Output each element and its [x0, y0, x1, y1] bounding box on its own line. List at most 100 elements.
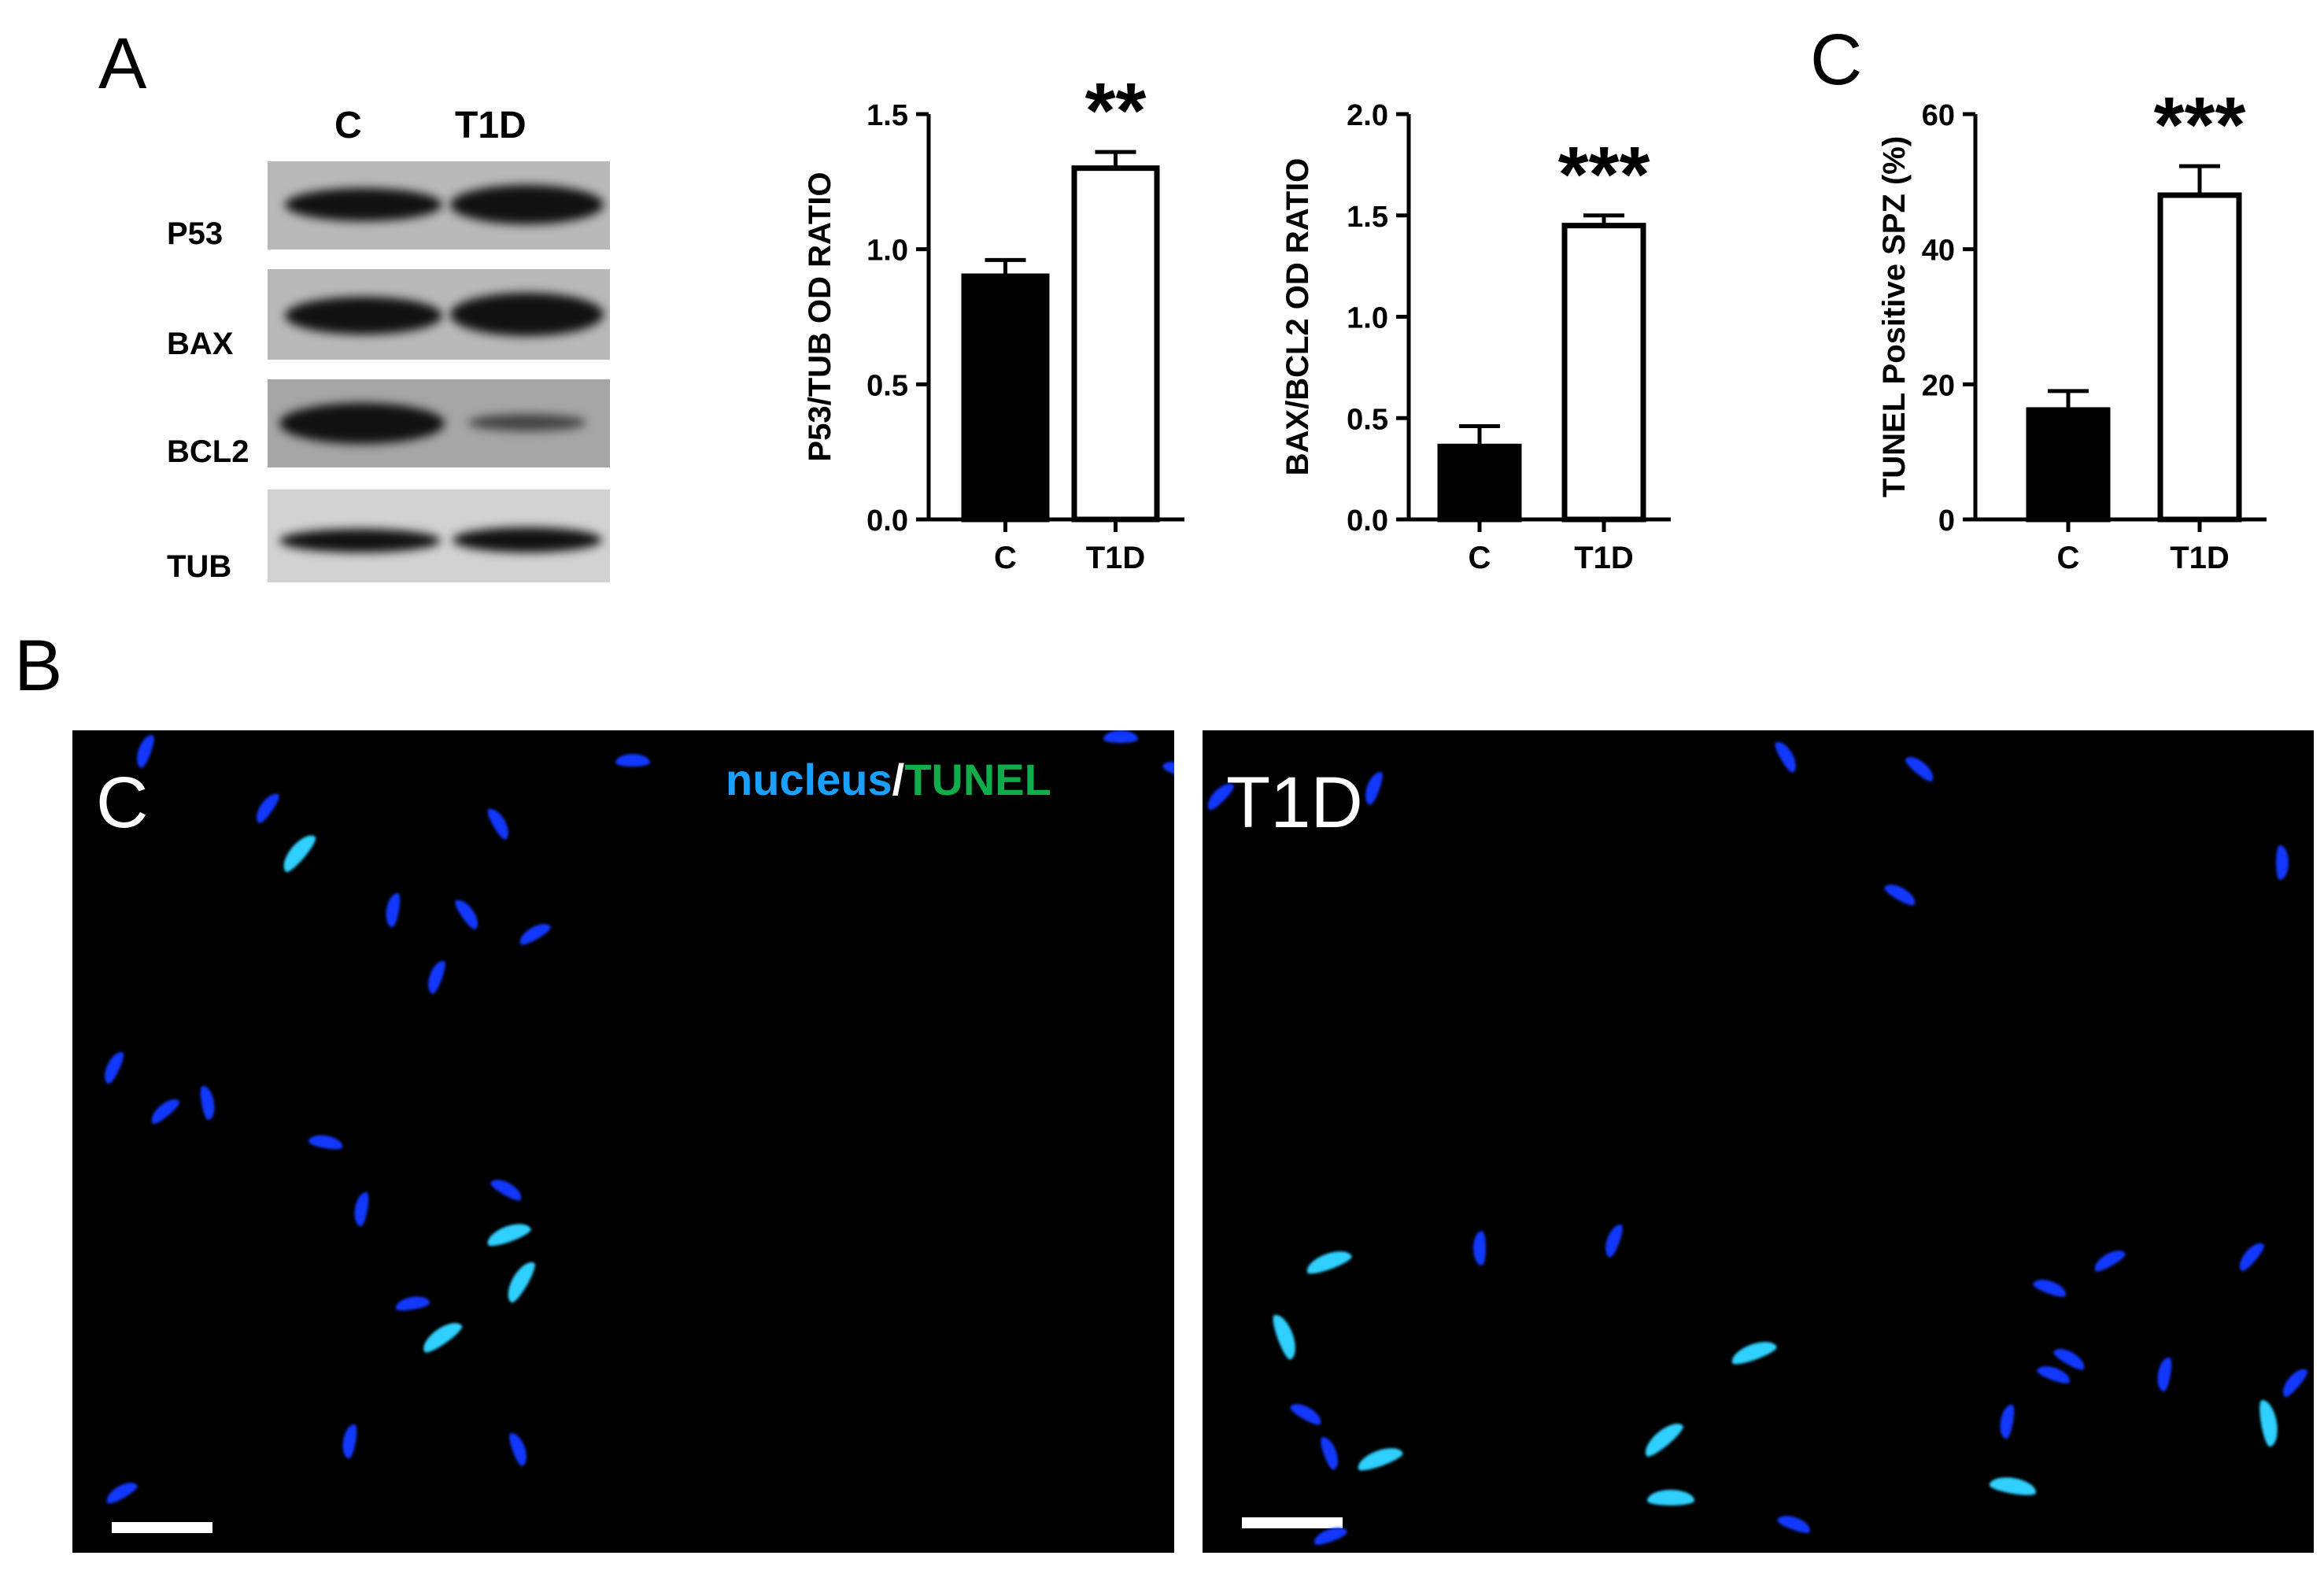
sperm-cell [1317, 1434, 1343, 1472]
band-p53-c [285, 188, 442, 221]
protein-label-bax: BAX [167, 327, 234, 361]
bar-2-0 [2026, 407, 2111, 523]
y-tick-label: 0 [1938, 504, 1955, 538]
y-tick-label: 1.0 [866, 235, 908, 268]
sperm-cell [423, 958, 449, 996]
bar-2-1 [2157, 192, 2242, 523]
bar-charts: 0.0 0.5 1.0 1.5 P53/TUB OD RATIO C T1D ** 0.0 0.5… [803, 67, 2267, 575]
sperm-cell [452, 896, 483, 932]
y-tick-label: 0.5 [1347, 403, 1388, 436]
sperm-cell-bright [1728, 1336, 1779, 1368]
sperm-cell [1473, 1231, 1486, 1265]
sperm-cell [485, 804, 513, 842]
sperm-cell [1103, 730, 1138, 743]
blot-strip-bcl2 [268, 379, 610, 467]
sperm-cell [506, 1430, 531, 1468]
sperm-cell [1903, 752, 1938, 785]
y-tick-label: 0.0 [866, 504, 908, 538]
sperm-cell-bright [418, 1317, 465, 1356]
lane-label-c: C [334, 105, 362, 146]
sperm-cell [2090, 1246, 2128, 1274]
sperm-cell [2031, 1275, 2069, 1300]
y-tick-label: 2.0 [1347, 99, 1388, 132]
sperm-cell [100, 1048, 127, 1086]
sperm-cell [2155, 1355, 2174, 1393]
sperm-cell [515, 919, 553, 948]
sperm-cell [147, 1094, 182, 1127]
blot-strip-bax [268, 269, 610, 360]
y-tick-label: 1.5 [866, 99, 908, 132]
panel-letter-a: A [98, 24, 147, 104]
sperm-cell [2234, 1239, 2267, 1273]
y-tick-label: 20 [1922, 369, 1955, 402]
band-bcl2-t1d [468, 414, 586, 431]
bar-1-0 [1437, 443, 1522, 523]
channel-legend: nucleus/TUNEL [726, 754, 1051, 805]
sperm-cell-bright [1354, 1443, 1405, 1474]
micrograph-control: C nucleus/TUNEL [72, 730, 1174, 1553]
sperm-cell [1601, 1221, 1626, 1259]
sperm-cell [1882, 880, 1919, 908]
band-bax-c [285, 297, 442, 334]
y-tick-label: 0.0 [1347, 504, 1388, 538]
sperm-cell [198, 1084, 217, 1121]
y-tick-label: 60 [1922, 99, 1955, 132]
y-tick-label: 1.5 [1347, 201, 1388, 234]
sperm-cell [1775, 1511, 1813, 1536]
sperm-cell [383, 891, 402, 929]
protein-label-bcl2: BCL2 [167, 434, 249, 469]
legend-separator: / [892, 755, 905, 804]
sperm-cell [2278, 1365, 2311, 1399]
panel-letter-b: B [14, 626, 63, 706]
y-axis-label: P53/TUB OD RATIO [803, 172, 837, 461]
sperm-cell-bright [1988, 1473, 2038, 1498]
x-tick-label: T1D [1574, 541, 1634, 575]
x-tick-label: T1D [1086, 541, 1146, 575]
panel-letter-c: C [1810, 20, 1863, 100]
y-tick-label: 40 [1922, 235, 1955, 268]
sperm-cell [102, 1478, 140, 1506]
sperm-cell [615, 754, 650, 767]
blot-strip-tub [268, 490, 610, 582]
band-p53-t1d [450, 185, 604, 224]
legend-nucleus: nucleus [726, 755, 892, 804]
western-blot: C T1D P53 BAX BCL2 TUB [157, 94, 630, 598]
significance-label: *** [2154, 81, 2246, 169]
sperm-cell [251, 789, 283, 826]
band-tub-c [279, 529, 441, 552]
y-axis-label: TUNEL Positive SPZ (%) [1877, 136, 1912, 497]
band-bcl2-c [279, 403, 445, 444]
sperm-cell [352, 1190, 371, 1228]
band-bax-t1d [450, 293, 604, 336]
bar-0-0 [961, 273, 1050, 523]
sperm-cell [1361, 769, 1386, 807]
lane-label-t1d: T1D [455, 105, 527, 146]
sperm-cell [1161, 757, 1174, 782]
y-tick-label: 1.0 [1347, 302, 1388, 335]
sperm-cell-bright [1647, 1490, 1694, 1506]
x-tick-label: C [1469, 541, 1491, 575]
significance-label: *** [1558, 131, 1650, 219]
scale-bar-right [1242, 1517, 1343, 1528]
sperm-cell [393, 1294, 431, 1313]
sperm-cell [2035, 1362, 2073, 1387]
sperm-cell-bright [1639, 1417, 1687, 1460]
sperm-cell-bright [501, 1257, 539, 1306]
sperm-cell [1288, 1399, 1325, 1428]
bar-0-1 [1071, 165, 1160, 523]
band-tub-t1d [453, 527, 602, 552]
sperm-cell-bright [2256, 1398, 2282, 1448]
protein-label-tub: TUB [167, 549, 232, 584]
sperm-cell [488, 1175, 526, 1203]
sperm-cell-bright [1303, 1246, 1354, 1277]
sperm-cell [340, 1422, 359, 1460]
micrograph-t1d: T1D [1203, 730, 2314, 1553]
significance-label: ** [1085, 67, 1147, 155]
sperm-cell-bright [2311, 1508, 2314, 1553]
micrograph-label-c: C [96, 763, 149, 843]
sperm-cell-bright [1269, 1311, 1301, 1362]
x-tick-label: T1D [2170, 541, 2230, 575]
bar-1-1 [1561, 223, 1646, 523]
sperm-cell-bright [484, 1218, 533, 1250]
sperm-cell [307, 1132, 345, 1151]
